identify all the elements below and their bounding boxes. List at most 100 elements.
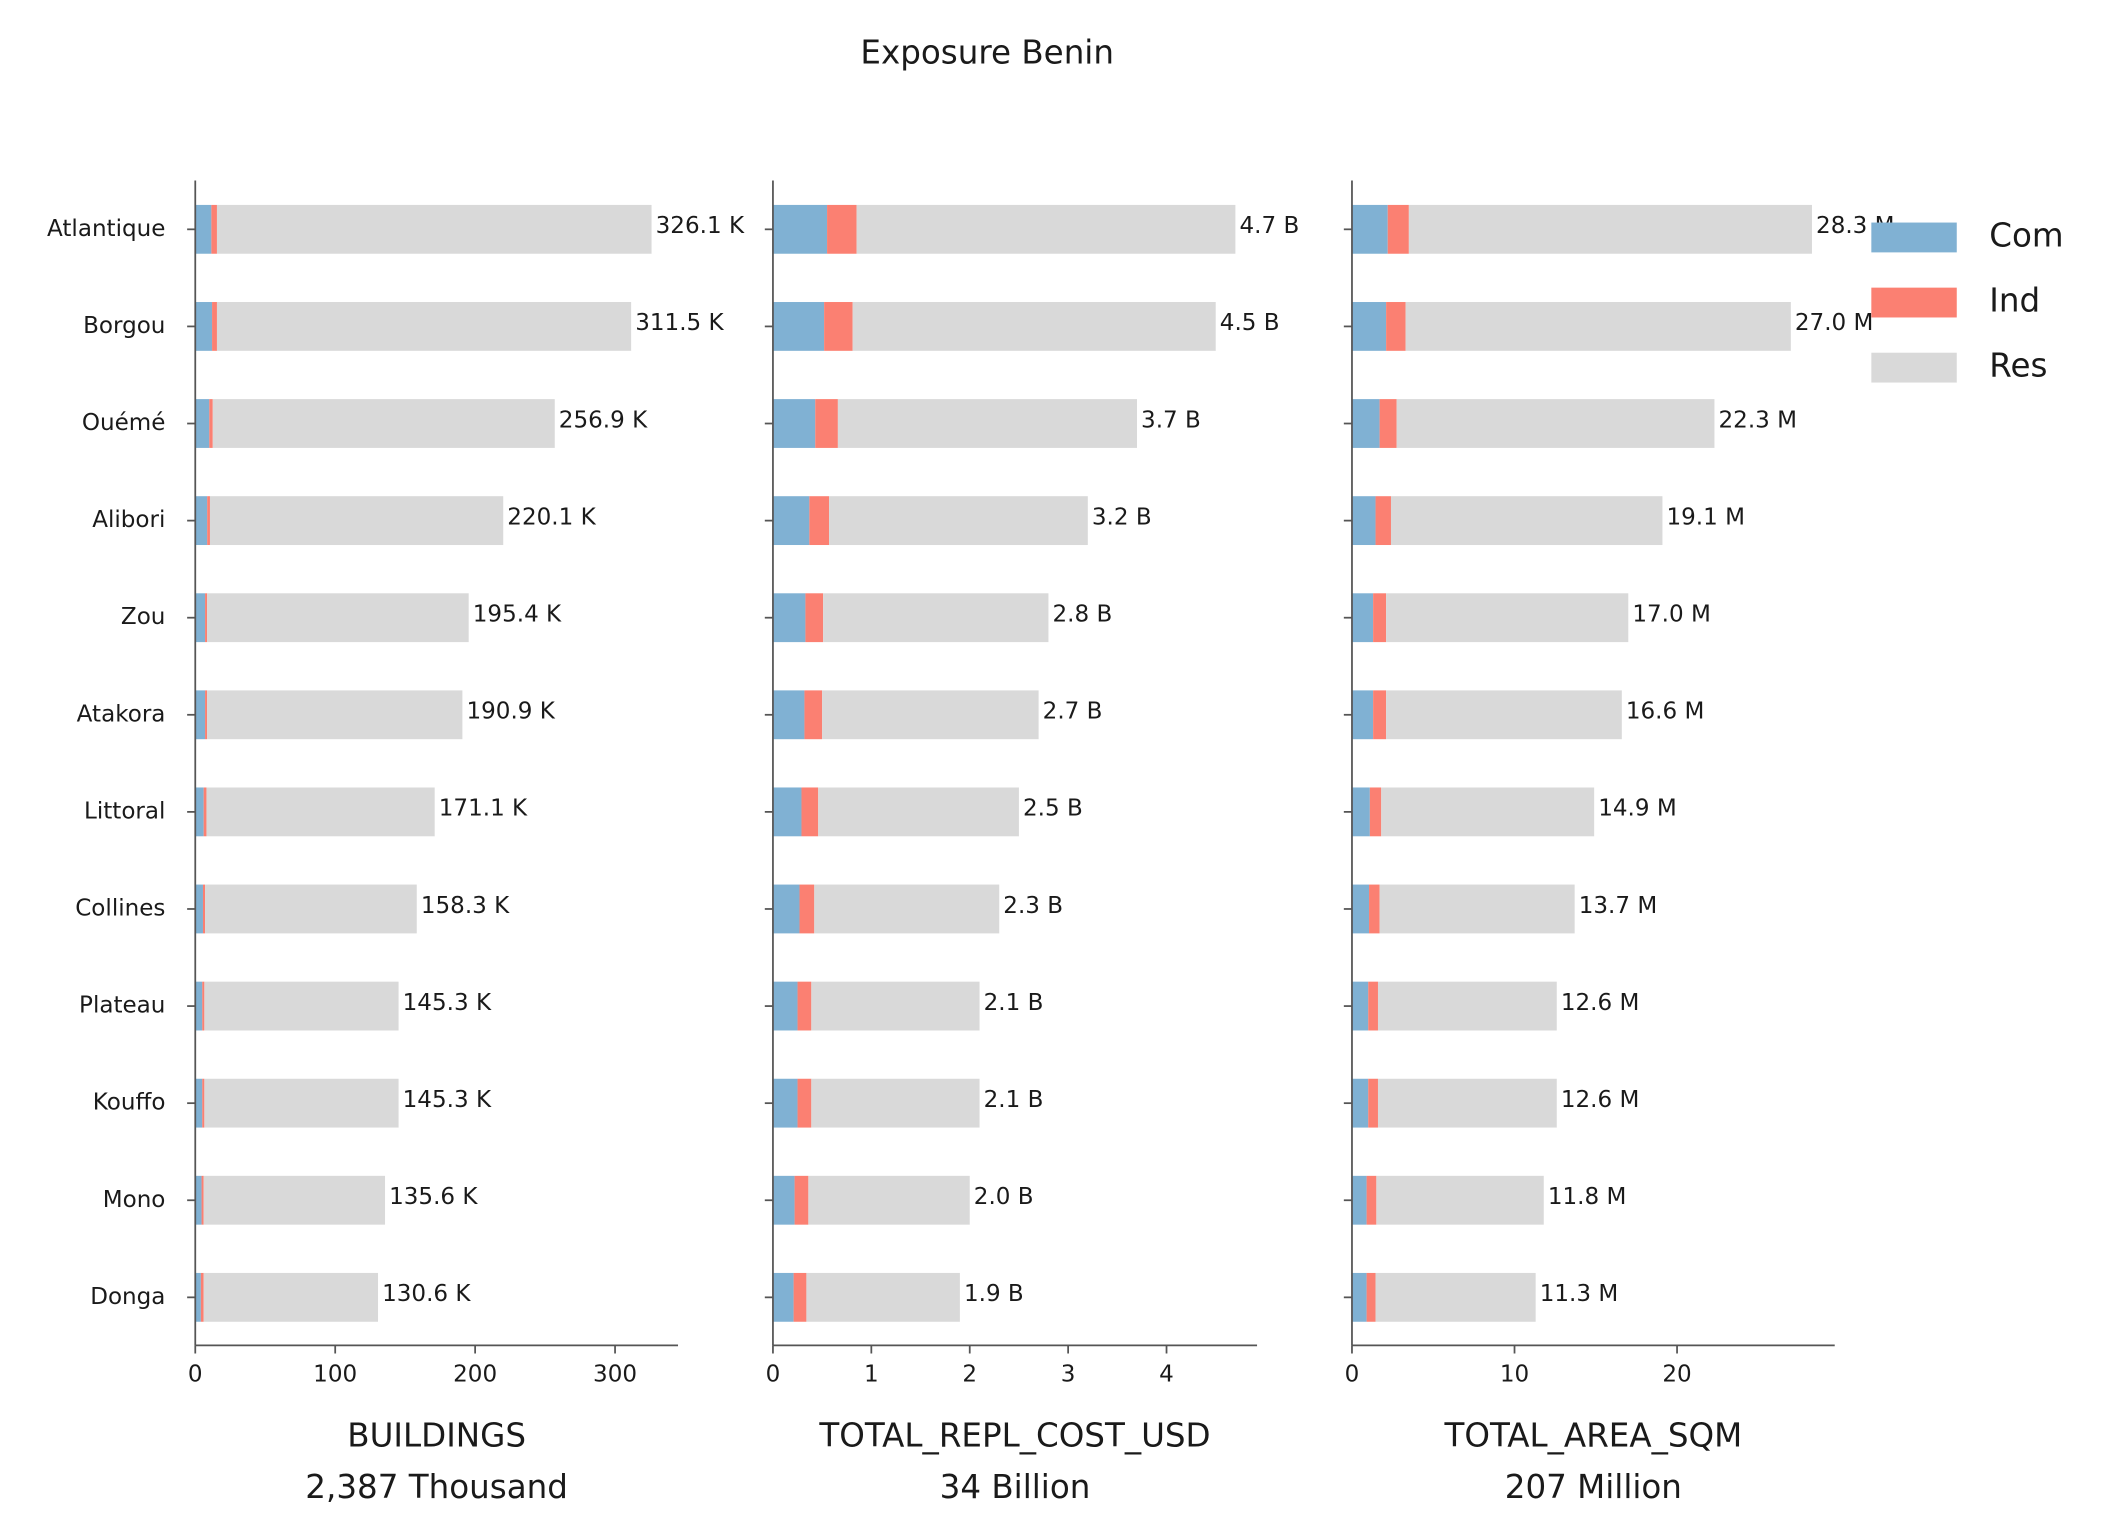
- x-tick-label: 200: [453, 1362, 497, 1388]
- value-label: 220.1 K: [507, 504, 596, 530]
- value-label: 326.1 K: [656, 213, 745, 239]
- bar-segment: [772, 1272, 794, 1322]
- bar-segment: [1408, 204, 1812, 254]
- value-label: 130.6 K: [382, 1281, 471, 1307]
- bar-segment: [1381, 787, 1595, 837]
- x-tick-label: 0: [766, 1362, 781, 1388]
- value-label: 3.7 B: [1141, 407, 1201, 433]
- bar-segment: [772, 204, 828, 254]
- bar-segment: [1387, 204, 1409, 254]
- bar-segment: [1375, 1272, 1536, 1322]
- value-label: 2.7 B: [1043, 699, 1103, 725]
- bar-segment: [216, 204, 652, 254]
- value-label: 135.6 K: [389, 1184, 478, 1210]
- x-axis-label: 2,387 Thousand: [305, 1468, 568, 1506]
- bar-segment: [1377, 1078, 1557, 1128]
- value-label: 11.3 M: [1540, 1281, 1619, 1307]
- value-label: 311.5 K: [635, 310, 724, 336]
- bar-segment: [815, 399, 838, 448]
- x-tick-label: 0: [188, 1362, 203, 1388]
- y-tick-label: Plateau: [79, 993, 165, 1019]
- value-label: 12.6 M: [1561, 990, 1640, 1016]
- bar-segment: [195, 399, 210, 448]
- bar-segment: [1390, 496, 1663, 546]
- x-tick-label: 4: [1159, 1362, 1174, 1388]
- bar-segment: [195, 302, 213, 351]
- bar-segment: [797, 981, 812, 1031]
- bar-segment: [202, 1078, 205, 1128]
- legend-label: Res: [1989, 347, 2047, 385]
- bar-segment: [1376, 1175, 1544, 1225]
- bar-segment: [195, 884, 203, 934]
- bar-segment: [195, 1078, 203, 1128]
- x-axis-label: 34 Billion: [940, 1468, 1091, 1506]
- bar-segment: [1351, 787, 1370, 837]
- value-label: 13.7 M: [1579, 893, 1658, 919]
- legend-swatch: [1871, 352, 1957, 383]
- bar-segment: [207, 496, 210, 546]
- value-label: 17.0 M: [1632, 601, 1711, 627]
- y-tick-label: Kouffo: [93, 1090, 166, 1116]
- bar-segment: [204, 1078, 399, 1128]
- bar-segment: [772, 884, 800, 934]
- bar-segment: [1369, 787, 1382, 837]
- bar-segment: [195, 690, 206, 740]
- bar-segment: [827, 204, 857, 254]
- bar-segment: [202, 884, 206, 934]
- bar-segment: [195, 204, 212, 254]
- bar-segment: [209, 399, 213, 448]
- x-tick-label: 3: [1061, 1362, 1076, 1388]
- bar-segment: [794, 1175, 809, 1225]
- y-tick-label: Ouémé: [82, 410, 166, 436]
- bar-segment: [202, 981, 205, 1031]
- bar-segment: [201, 1175, 204, 1225]
- bar-segment: [204, 981, 399, 1031]
- value-label: 256.9 K: [559, 407, 648, 433]
- value-label: 2.1 B: [984, 1087, 1044, 1113]
- value-label: 4.5 B: [1220, 310, 1280, 336]
- bar-segment: [195, 1272, 201, 1322]
- bar-segment: [1351, 1272, 1367, 1322]
- bar-segment: [206, 787, 435, 837]
- x-tick-label: 100: [313, 1362, 357, 1388]
- value-label: 195.4 K: [473, 601, 562, 627]
- bar-segment: [205, 593, 208, 643]
- bar-segment: [205, 690, 208, 740]
- value-label: 171.1 K: [439, 796, 528, 822]
- bar-segment: [1351, 302, 1387, 351]
- legend-swatch: [1871, 287, 1957, 318]
- bar-segment: [772, 1078, 798, 1128]
- value-label: 19.1 M: [1666, 504, 1745, 530]
- bar-segment: [1351, 593, 1374, 643]
- x-tick-label: 0: [1345, 1362, 1360, 1388]
- bar-segment: [772, 399, 816, 448]
- bar-segment: [1405, 302, 1791, 351]
- bar-segment: [814, 884, 1000, 934]
- value-label: 3.2 B: [1092, 504, 1152, 530]
- y-tick-label: Mono: [103, 1187, 166, 1213]
- bar-segment: [212, 399, 555, 448]
- bar-segment: [856, 204, 1236, 254]
- value-label: 27.0 M: [1795, 310, 1874, 336]
- bar-segment: [1366, 1175, 1377, 1225]
- bar-segment: [823, 593, 1049, 643]
- y-tick-label: Donga: [90, 1284, 165, 1310]
- value-label: 22.3 M: [1719, 407, 1798, 433]
- bar-segment: [1386, 593, 1629, 643]
- value-label: 16.6 M: [1626, 699, 1705, 725]
- bar-segment: [818, 787, 1019, 837]
- bar-segment: [207, 690, 463, 740]
- y-tick-label: Borgou: [83, 313, 165, 339]
- bar-segment: [203, 1272, 379, 1322]
- bar-segment: [1373, 593, 1387, 643]
- bar-segment: [203, 787, 207, 837]
- bar-segment: [809, 496, 830, 546]
- y-tick-label: Zou: [121, 604, 166, 630]
- x-axis-label: 207 Million: [1505, 1468, 1682, 1506]
- value-label: 1.9 B: [964, 1281, 1024, 1307]
- y-tick-label: Atlantique: [47, 216, 165, 242]
- value-label: 4.7 B: [1239, 213, 1299, 239]
- bar-segment: [1386, 302, 1406, 351]
- y-tick-label: Littoral: [84, 798, 165, 824]
- bar-segment: [1366, 1272, 1376, 1322]
